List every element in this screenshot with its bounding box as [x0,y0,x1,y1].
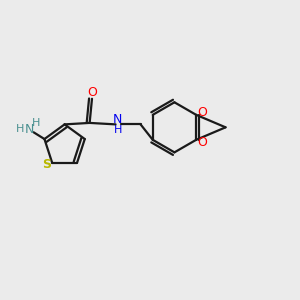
Text: N: N [113,113,123,127]
Text: S: S [42,158,51,171]
Text: N: N [25,123,34,136]
Text: H: H [32,118,40,128]
Text: O: O [198,106,208,119]
Text: O: O [87,86,97,99]
Text: H: H [114,125,122,135]
Text: H: H [16,124,25,134]
Text: O: O [198,136,208,149]
